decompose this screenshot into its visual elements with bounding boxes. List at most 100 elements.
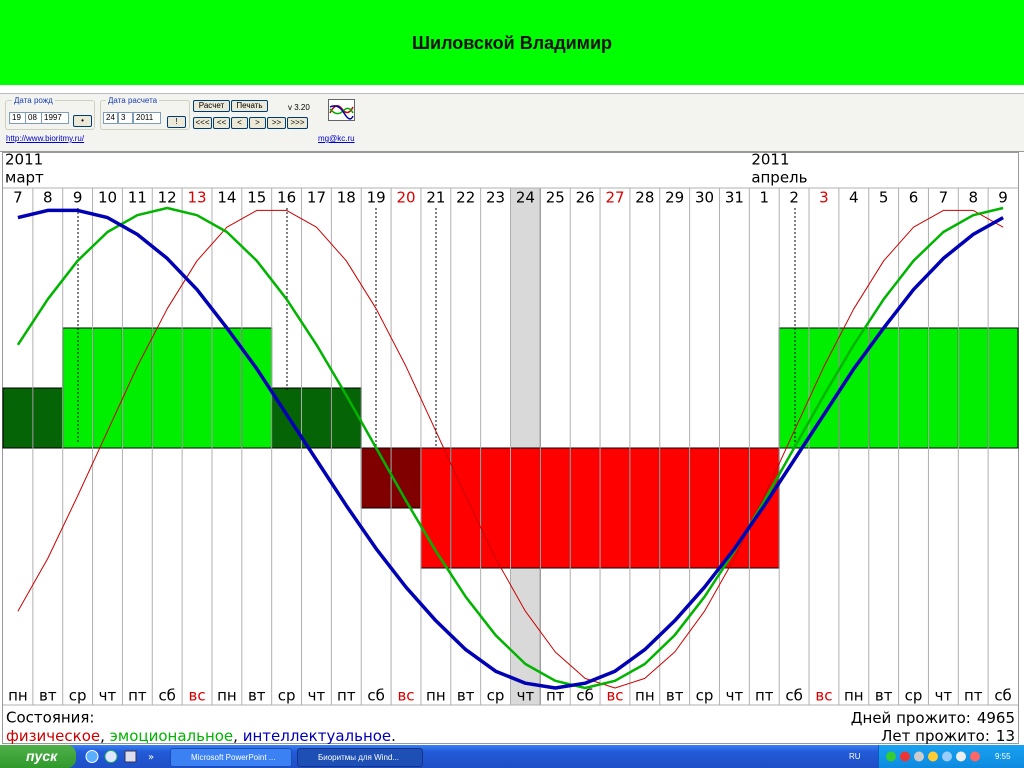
task-button[interactable]: Microsoft PowerPoint ...	[170, 748, 292, 767]
day-label: 10	[98, 189, 117, 207]
nav-button[interactable]: <<<	[193, 117, 212, 129]
day-label: 1	[759, 189, 769, 207]
weekday-label: вс	[606, 687, 623, 705]
chart-overlay: 7пн8вт9ср10чт11пт12сб13вс14пн15вт16ср17ч…	[5, 152, 1015, 745]
nav-button[interactable]: <<	[213, 117, 230, 129]
nav-button[interactable]: >	[249, 117, 266, 129]
weekday-label: пт	[546, 687, 565, 705]
task-button[interactable]: Биоритмы для Wind...	[297, 748, 423, 767]
weekday-label: пн	[8, 687, 28, 705]
birth-button[interactable]: •	[73, 115, 92, 127]
biorhythm-curve	[17, 208, 1004, 690]
day-label: 14	[217, 189, 236, 207]
state-bar	[151, 327, 183, 449]
stat: Дней прожито: 4965	[851, 709, 1015, 727]
state-bar	[599, 447, 631, 569]
weekday-label: чт	[935, 687, 953, 705]
state-bar	[420, 447, 452, 569]
quick-launch: »	[85, 750, 154, 763]
weekday-label: пт	[337, 687, 356, 705]
tray-icons	[886, 751, 980, 762]
weekday-label: пт	[755, 687, 774, 705]
legend-entry: эмоциональное	[110, 727, 234, 745]
birth-day-input[interactable]: 19	[9, 112, 26, 124]
weekday-label: сб	[994, 687, 1012, 705]
weekday-label: сб	[576, 687, 594, 705]
month-label: март	[5, 169, 44, 187]
day-label: 31	[725, 189, 744, 207]
weekday-label: вс	[815, 687, 832, 705]
state-bar	[838, 327, 870, 449]
print-button[interactable]: Печать	[231, 100, 268, 112]
weekday-label: вт	[39, 687, 57, 705]
state-bar	[480, 447, 512, 569]
weekday-label: чт	[99, 687, 117, 705]
day-label: 29	[665, 189, 684, 207]
nav-button[interactable]: >>	[267, 117, 286, 129]
weekday-label: сб	[158, 687, 176, 705]
day-label: 8	[968, 189, 978, 207]
legend-label: Состояния:	[6, 709, 94, 727]
weekday-label: вт	[666, 687, 684, 705]
chart-underlay	[2, 187, 1019, 706]
app-icon	[328, 99, 355, 121]
weekday-label: вт	[457, 687, 475, 705]
calc-month-input[interactable]: 3	[118, 112, 133, 124]
marker-lines	[77, 208, 796, 448]
calc-day-input[interactable]: 24	[103, 112, 118, 124]
weekday-label: вт	[248, 687, 266, 705]
calculate-button[interactable]: Расчет	[193, 100, 230, 112]
day-label: 5	[879, 189, 889, 207]
weekday-label: пт	[964, 687, 983, 705]
year-label: 2011	[751, 152, 789, 169]
biorhythm-curve	[17, 209, 1004, 689]
email-link[interactable]: mg@kc.ru	[318, 134, 355, 143]
day-label: 19	[367, 189, 386, 207]
day-label: 11	[128, 189, 147, 207]
weekday-label: ср	[278, 687, 296, 705]
state-bar	[569, 447, 601, 569]
day-label: 20	[396, 189, 415, 207]
weekday-label: вс	[188, 687, 205, 705]
stat-value: 13	[996, 727, 1015, 745]
weekday-label: пн	[844, 687, 864, 705]
weekday-label: ср	[487, 687, 505, 705]
day-label: 18	[337, 189, 356, 207]
state-bar	[330, 387, 362, 449]
site-link[interactable]: http://www.bioritmy.ru/	[6, 134, 85, 143]
page-title: Шиловской Владимир	[411, 33, 613, 53]
month-label: апрель	[751, 169, 807, 187]
calc-label: Дата расчета	[106, 96, 160, 105]
day-label: 27	[605, 189, 624, 207]
calc-year-input[interactable]: 2011	[133, 112, 161, 124]
weekday-label: ср	[905, 687, 923, 705]
birth-label: Дата рожд	[12, 96, 55, 105]
state-bar	[241, 327, 273, 449]
language-indicator[interactable]: RU	[849, 752, 861, 761]
weekday-label: ср	[69, 687, 87, 705]
legend-entry: физическое	[6, 727, 100, 745]
day-label: 12	[158, 189, 177, 207]
birth-year-input[interactable]: 1997	[41, 112, 69, 124]
nav-button[interactable]: >>>	[287, 117, 308, 129]
day-label: 21	[426, 189, 445, 207]
start-button[interactable]: пуск	[0, 745, 76, 768]
weekday-label: вт	[875, 687, 893, 705]
clock: 9:55	[995, 752, 1011, 761]
weekday-label: сб	[367, 687, 385, 705]
state-bar	[629, 447, 661, 569]
state-bar	[987, 327, 1019, 449]
day-label: 4	[849, 189, 859, 207]
day-label: 28	[635, 189, 654, 207]
legend-entry: интеллектуальное	[243, 727, 391, 745]
calc-button[interactable]: !	[167, 116, 186, 128]
weekday-label: пн	[635, 687, 655, 705]
stat: Лет прожито: 13	[881, 727, 1015, 745]
state-bar	[510, 447, 541, 569]
birth-month-input[interactable]: 08	[25, 112, 42, 124]
weekday-label: пт	[128, 687, 147, 705]
state-bar	[868, 327, 900, 449]
nav-button[interactable]: <	[231, 117, 248, 129]
stat-label: Дней прожито:	[851, 709, 971, 727]
